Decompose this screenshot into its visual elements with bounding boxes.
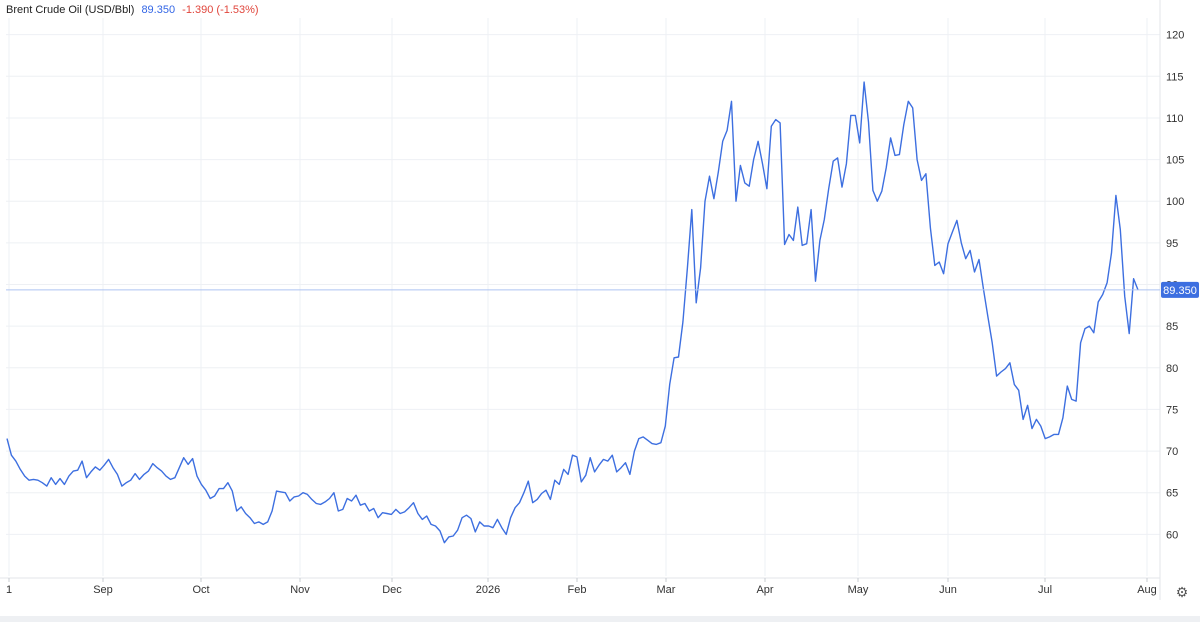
y-tick-label: 105 bbox=[1166, 155, 1184, 167]
y-tick-label: 100 bbox=[1166, 196, 1184, 208]
y-tick-label: 110 bbox=[1166, 113, 1184, 125]
y-tick-label: 115 bbox=[1166, 71, 1184, 83]
x-tick-label: 1 bbox=[6, 584, 12, 596]
chart-grid bbox=[6, 18, 1160, 576]
y-tick-label: 60 bbox=[1166, 529, 1178, 541]
bottom-scroll-bar bbox=[0, 616, 1200, 622]
x-tick-label: Aug bbox=[1137, 584, 1157, 596]
chart-series bbox=[6, 81, 1139, 544]
y-tick-label: 65 bbox=[1166, 488, 1178, 500]
y-tick-label: 85 bbox=[1166, 321, 1178, 333]
y-tick-label: 75 bbox=[1166, 404, 1178, 416]
y-tick-label: 95 bbox=[1166, 238, 1178, 250]
y-tick-label: 70 bbox=[1166, 446, 1178, 458]
x-tick-label: Mar bbox=[657, 584, 676, 596]
chart-axes: 60657075808590951001051101151201SepOctNo… bbox=[0, 0, 1184, 600]
last-price: 89.350 bbox=[141, 4, 176, 16]
y-tick-label: 80 bbox=[1166, 363, 1178, 375]
x-tick-label: Apr bbox=[756, 584, 773, 596]
x-tick-label: Oct bbox=[192, 584, 209, 596]
y-tick-label: 120 bbox=[1166, 30, 1184, 42]
x-tick-label: Sep bbox=[93, 584, 113, 596]
x-tick-label: Dec bbox=[382, 584, 402, 596]
current-price-tag bbox=[1161, 281, 1199, 298]
x-tick-label: Feb bbox=[568, 584, 587, 596]
x-tick-label: May bbox=[848, 584, 869, 596]
gear-icon[interactable]: ⚙ bbox=[1175, 584, 1189, 600]
series-line-brent bbox=[6, 81, 1139, 544]
price-change: -1.390 (-1.53%) bbox=[182, 4, 259, 16]
current-price-label: 89.350 bbox=[1163, 285, 1197, 297]
x-tick-label: 2026 bbox=[476, 584, 500, 596]
current-price-marker: 89.350 bbox=[6, 281, 1199, 298]
instrument-title: Brent Crude Oil (USD/Bbl) bbox=[6, 4, 135, 16]
x-tick-label: Nov bbox=[290, 584, 310, 596]
x-tick-label: Jul bbox=[1038, 584, 1052, 596]
x-tick-label: Jun bbox=[939, 584, 957, 596]
chart-header: Brent Crude Oil (USD/Bbl) 89.350 -1.390 … bbox=[6, 4, 259, 16]
